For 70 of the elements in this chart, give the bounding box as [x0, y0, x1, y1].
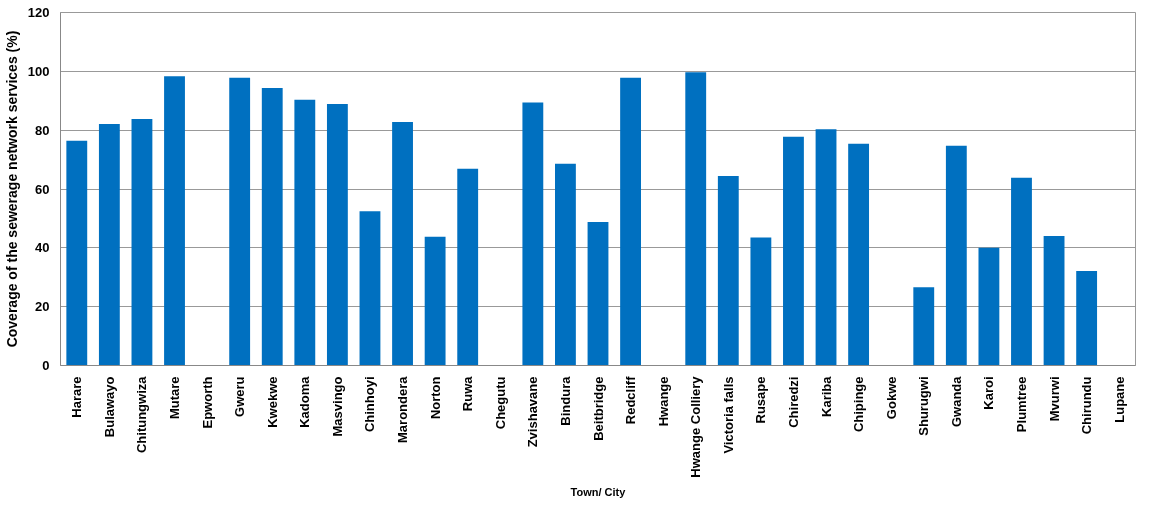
y-tick-label: 0	[42, 358, 50, 373]
x-tick-label: Marondera	[395, 375, 411, 443]
bar	[131, 118, 153, 366]
bar	[783, 136, 804, 366]
bar	[848, 143, 870, 366]
x-tick-label: Gwanda	[948, 375, 964, 428]
x-tick-label: Gweru	[232, 376, 248, 417]
x-axis-title: Town/ City	[570, 485, 627, 498]
x-tick-label: Beitbridge	[590, 376, 606, 441]
bar	[424, 236, 446, 366]
y-tick-label: 60	[35, 181, 50, 197]
x-tick-label: Zvishavane	[525, 376, 541, 448]
x-tick-label: Mutare	[167, 376, 183, 420]
x-tick-label: Hwange	[655, 376, 671, 427]
bar	[555, 163, 576, 366]
x-tick-label: Lupane	[1111, 376, 1127, 423]
x-tick-label: Epworth	[199, 376, 215, 429]
y-tick-label: 120	[27, 5, 50, 20]
x-tick-label: Karoi	[981, 376, 997, 410]
bar	[294, 99, 316, 366]
bar	[261, 88, 283, 366]
x-tick-label: Plumtree	[1013, 376, 1029, 433]
bar	[1043, 236, 1065, 366]
x-tick-label: Kadoma	[297, 375, 313, 428]
x-tick-label: Mvurwi	[1046, 376, 1062, 422]
x-tick-label: Chirundu	[1079, 376, 1095, 435]
bar	[815, 129, 837, 366]
bar	[229, 77, 251, 366]
x-tick-label: Shurugwi	[916, 376, 932, 436]
bar	[620, 77, 641, 366]
bar	[522, 102, 544, 366]
x-tick-label: Redcliff	[623, 375, 639, 425]
y-tick-label: 100	[27, 63, 50, 79]
y-axis-title: Coverage of the sewerage network services (%)	[3, 30, 20, 348]
x-tick-label: Chitungwiza	[134, 375, 150, 454]
x-tick-label: Kariba	[818, 375, 834, 417]
x-tick-label: Rusape	[753, 376, 769, 424]
x-tick-label: Ruwa	[460, 375, 476, 412]
x-tick-label: Chinhoyi	[362, 376, 378, 433]
bar	[945, 145, 967, 366]
bar	[587, 221, 609, 366]
x-tick-label: Bulawayo	[101, 376, 117, 438]
bar	[164, 76, 185, 366]
x-tick-label: Bindura	[557, 375, 573, 426]
x-tick-label: Victoria falls	[720, 376, 736, 454]
bar	[978, 247, 1000, 366]
x-tick-label: Chegutu	[492, 376, 508, 430]
bar	[359, 211, 381, 366]
x-tick-label: Hwange Colliery	[688, 375, 704, 478]
y-tick-label: 20	[35, 299, 50, 315]
y-tick-label: 40	[35, 240, 50, 256]
bar	[457, 168, 479, 366]
bar	[913, 287, 935, 366]
x-tick-label: Masvingo	[329, 376, 345, 437]
bar	[1076, 271, 1098, 366]
x-tick-label: Kwekwe	[264, 376, 280, 428]
x-tick-label: Chiredzi	[785, 376, 801, 428]
bar	[326, 103, 348, 366]
bar	[685, 72, 707, 366]
x-tick-label: Harare	[69, 376, 85, 418]
x-tick-label: Chipinge	[851, 376, 867, 433]
bar	[98, 123, 120, 366]
bar	[717, 176, 739, 366]
y-tick-label: 80	[35, 122, 50, 138]
bar	[392, 121, 413, 366]
bar	[66, 140, 88, 366]
x-tick-label: Norton	[427, 376, 443, 420]
x-tick-label: Gokwe	[883, 376, 899, 420]
bar	[1011, 177, 1032, 366]
bar	[750, 237, 772, 366]
